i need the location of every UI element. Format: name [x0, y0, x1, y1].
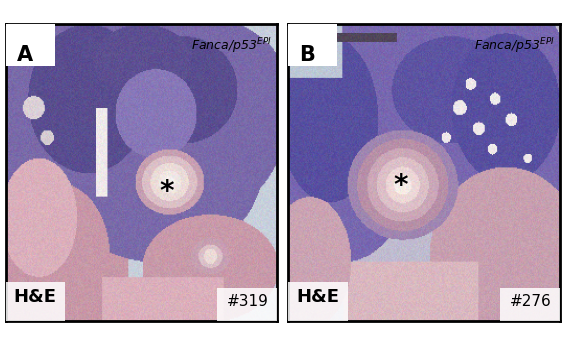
Text: *: * — [160, 178, 174, 206]
Bar — [218, 288, 277, 321]
Bar — [6, 282, 66, 321]
Bar — [288, 282, 348, 321]
Text: B: B — [299, 45, 315, 65]
Text: H&E: H&E — [14, 288, 57, 306]
Text: #276: #276 — [510, 294, 552, 309]
Text: Fanca/p53$^{EPI}$: Fanca/p53$^{EPI}$ — [473, 36, 554, 56]
Text: *: * — [393, 172, 408, 200]
Text: H&E: H&E — [296, 288, 340, 306]
Text: A: A — [17, 45, 33, 65]
Bar — [500, 288, 560, 321]
Text: Fanca/p53$^{EPI}$: Fanca/p53$^{EPI}$ — [191, 36, 272, 56]
Text: #319: #319 — [227, 294, 269, 309]
Bar — [6, 24, 55, 66]
Bar — [288, 24, 337, 66]
